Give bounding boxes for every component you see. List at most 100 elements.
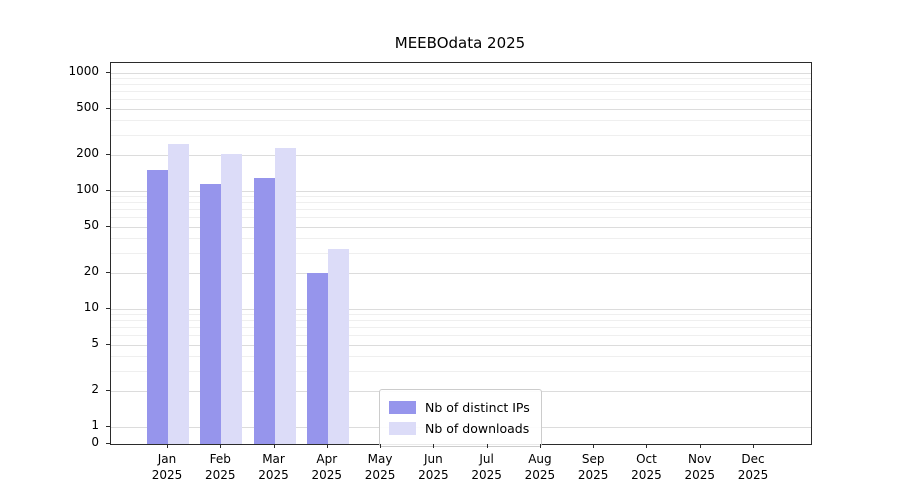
y-tick-mark — [106, 225, 110, 227]
x-tick-year: 2025 — [151, 468, 183, 482]
x-tick-month: Mar — [262, 452, 285, 466]
minor-gridline — [111, 370, 811, 372]
major-gridline — [111, 155, 811, 157]
x-tick-label: Jul 2025 — [457, 451, 517, 483]
major-gridline — [111, 309, 811, 310]
y-tick-mark — [106, 426, 110, 427]
x-tick-month: Feb — [209, 452, 231, 466]
y-tick-mark — [106, 272, 110, 274]
x-tick-month: Apr — [316, 452, 338, 466]
x-tick-mark — [593, 444, 595, 448]
minor-gridline — [111, 217, 811, 219]
legend-swatch — [389, 401, 416, 414]
minor-gridline — [111, 134, 811, 136]
x-tick-month: Oct — [636, 452, 657, 466]
legend-entry: Nb of downloads — [389, 418, 530, 439]
x-tick-year: 2025 — [524, 468, 556, 482]
bar-nb-of-distinct-ips — [147, 170, 168, 444]
minor-gridline — [111, 252, 811, 254]
y-tick-label: 1 — [91, 418, 99, 432]
chart-title: MEEBOdata 2025 — [394, 34, 526, 52]
minor-gridline — [111, 84, 811, 86]
legend-label: Nb of distinct IPs — [425, 400, 530, 415]
y-tick-mark — [106, 154, 110, 156]
y-tick-label: 20 — [83, 264, 99, 279]
minor-gridline — [111, 196, 811, 198]
y-tick-label: 2 — [91, 382, 99, 397]
x-tick-year: 2025 — [471, 468, 502, 482]
x-tick-label: Nov 2025 — [670, 451, 730, 483]
minor-gridline — [111, 320, 811, 322]
x-tick-month: Sep — [581, 452, 605, 466]
minor-gridline — [111, 237, 811, 239]
y-tick-mark — [106, 190, 110, 191]
x-tick-month: Aug — [528, 452, 552, 466]
y-tick-label: 200 — [76, 146, 99, 161]
x-tick-label: Feb 2025 — [190, 451, 250, 483]
bar-nb-of-downloads — [168, 144, 189, 444]
minor-gridline — [111, 209, 811, 211]
major-gridline — [111, 273, 811, 275]
major-gridline — [111, 226, 811, 228]
minor-gridline — [111, 335, 811, 337]
x-tick-mark — [380, 444, 382, 448]
y-tick-mark — [106, 107, 110, 109]
x-tick-month: Jan — [157, 452, 177, 466]
y-tick-label: 0 — [91, 435, 99, 449]
minor-gridline — [111, 78, 811, 80]
legend-entry: Nb of distinct IPs — [389, 397, 530, 418]
bar-nb-of-downloads — [327, 249, 349, 444]
x-tick-mark — [167, 444, 168, 448]
y-tick-label: 5 — [91, 335, 99, 350]
minor-gridline — [111, 314, 811, 316]
bar-nb-of-downloads — [221, 154, 243, 444]
y-tick-mark — [106, 343, 110, 345]
x-tick-year: 2025 — [737, 468, 769, 482]
legend-swatch — [389, 422, 416, 435]
y-tick-label: 100 — [76, 182, 99, 196]
x-tick-mark — [646, 444, 648, 448]
minor-gridline — [111, 99, 811, 101]
x-tick-year: 2025 — [684, 468, 715, 482]
x-tick-label: Jan 2025 — [137, 451, 197, 483]
x-tick-mark — [486, 444, 488, 448]
x-tick-month: May — [367, 452, 393, 466]
major-gridline — [111, 73, 811, 74]
x-tick-mark — [753, 444, 754, 448]
legend: Nb of distinct IPs Nb of downloads — [379, 389, 542, 447]
x-tick-year: 2025 — [577, 468, 609, 482]
legend-label: Nb of downloads — [425, 421, 530, 436]
x-tick-month: Dec — [741, 452, 765, 466]
y-tick-mark — [106, 72, 110, 73]
y-tick-label: 1000 — [68, 64, 99, 78]
plot-area: Nb of distinct IPs Nb of downloads — [110, 62, 812, 447]
major-gridline — [111, 108, 811, 110]
x-tick-mark — [220, 444, 222, 448]
minor-gridline — [111, 202, 811, 204]
major-gridline — [111, 344, 811, 346]
x-tick-mark — [539, 444, 541, 448]
x-tick-year: 2025 — [631, 468, 662, 482]
x-tick-mark — [699, 444, 701, 448]
y-tick-label: 500 — [76, 99, 99, 114]
minor-gridline — [111, 91, 811, 93]
bar-nb-of-distinct-ips — [253, 177, 275, 444]
x-tick-label: Sep 2025 — [563, 451, 623, 483]
y-tick-label: 10 — [83, 300, 99, 314]
bar-nb-of-distinct-ips — [200, 183, 222, 444]
x-tick-month: Jul — [479, 452, 494, 466]
x-tick-label: Oct 2025 — [616, 451, 676, 483]
x-tick-year: 2025 — [364, 468, 396, 482]
major-gridline — [111, 191, 811, 192]
y-tick-mark — [106, 443, 110, 444]
minor-gridline — [111, 119, 811, 121]
y-tick-mark — [106, 390, 110, 392]
bar-nb-of-downloads — [274, 148, 296, 444]
x-tick-month: Jun — [423, 452, 443, 466]
x-tick-year: 2025 — [418, 468, 449, 482]
y-tick-label: 50 — [83, 217, 99, 232]
x-tick-label: Mar 2025 — [244, 451, 304, 483]
x-tick-label: Jun 2025 — [403, 451, 463, 483]
minor-gridline — [111, 327, 811, 329]
